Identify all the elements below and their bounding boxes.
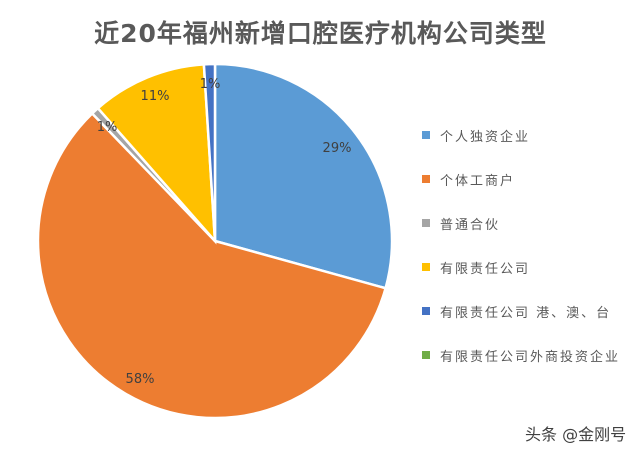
slice-data-label: 58%: [126, 372, 155, 387]
legend-swatch-icon: [422, 175, 430, 183]
pie-slice: [213, 62, 394, 290]
legend-label: 有限责任公司外商投资企业: [440, 349, 621, 365]
slice-data-label: 1%: [200, 77, 221, 92]
watermark: 头条 @金刚号: [525, 425, 627, 444]
slice-data-label: 11%: [141, 89, 170, 104]
legend-swatch-icon: [422, 307, 430, 315]
legend-label: 个人独资企业: [440, 129, 531, 145]
pie-slice: [202, 62, 217, 242]
legend-label: 有限责任公司: [440, 261, 531, 277]
legend-swatch-icon: [422, 131, 430, 139]
legend: 个人独资企业 个体工商户 普通合伙 有限责任公司 有限责任公司 港、澳、台 有限…: [422, 113, 620, 377]
legend-item-llc-foreign-invested: 有限责任公司外商投资企业: [422, 333, 620, 377]
legend-swatch-icon: [422, 219, 430, 227]
legend-label: 普通合伙: [440, 217, 501, 233]
slice-data-label: 29%: [323, 141, 352, 156]
pie-slice: [96, 63, 217, 245]
legend-item-general-partnership: 普通合伙: [422, 201, 620, 245]
slice-data-label: 1%: [97, 120, 118, 135]
pie-slice: [36, 111, 388, 420]
legend-item-llc: 有限责任公司: [422, 245, 620, 289]
legend-item-individual-business: 个体工商户: [422, 157, 620, 201]
legend-label: 个体工商户: [440, 173, 516, 189]
legend-swatch-icon: [422, 351, 430, 359]
legend-label: 有限责任公司 港、澳、台: [440, 305, 612, 321]
legend-item-sole-proprietorship: 个人独资企业: [422, 113, 620, 157]
legend-swatch-icon: [422, 263, 430, 271]
legend-item-llc-hk-macau-taiwan: 有限责任公司 港、澳、台: [422, 289, 620, 333]
chart-title: 近20年福州新增口腔医疗机构公司类型: [94, 19, 547, 48]
